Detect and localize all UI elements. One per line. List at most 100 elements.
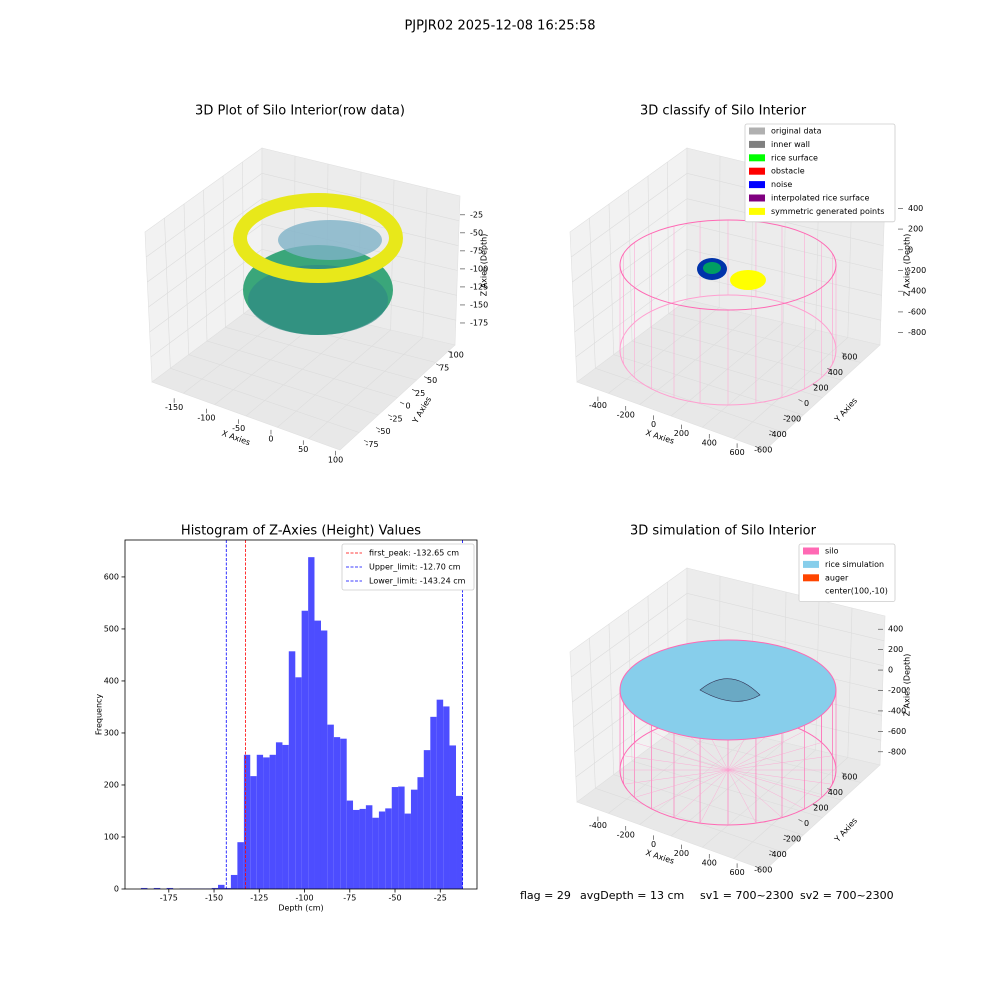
legend-label: auger — [825, 573, 849, 582]
legend-swatch — [803, 547, 819, 555]
z-tick-label: -50 — [470, 228, 483, 237]
x-tick-label: 0 — [651, 840, 656, 849]
y-tick-label: 400 — [104, 676, 119, 685]
histogram-bar — [443, 706, 450, 889]
x-tick-label: 400 — [702, 439, 717, 448]
y-tick-label: 200 — [813, 803, 828, 812]
y-tick-label: 400 — [828, 788, 843, 797]
histogram-bar — [288, 651, 296, 889]
z-tick-label: -800 — [908, 328, 926, 337]
histogram-bar — [153, 887, 161, 889]
histogram-bar — [378, 811, 386, 889]
histogram-bar — [436, 699, 444, 889]
histogram-bar — [340, 738, 347, 889]
histogram-bar — [404, 813, 411, 889]
pane-grid — [733, 607, 853, 859]
tick-mark — [411, 389, 417, 392]
legend-label: original data — [771, 127, 822, 136]
y-tick-label: 25 — [415, 389, 425, 398]
x-tick-label: -200 — [617, 831, 635, 840]
tick-mark — [448, 350, 453, 354]
legend-label: Lower_limit: -143.24 cm — [369, 577, 466, 586]
auger-dip — [699, 678, 761, 702]
tick-mark — [755, 865, 760, 869]
legend-box — [744, 123, 896, 223]
x-tick-label: -175 — [160, 894, 178, 903]
silo-wall — [651, 769, 729, 810]
y-tick-label: 100 — [449, 351, 464, 360]
histogram-bar — [140, 887, 148, 889]
x-tick-label: 400 — [702, 859, 717, 868]
histogram-bar — [308, 557, 315, 889]
axes-3d: 3D classify of Silo Interior-400-2000200… — [569, 104, 926, 457]
silo-wall — [623, 755, 729, 771]
status-text: sv1 = 700~2300 — [700, 889, 794, 902]
histogram-bar — [243, 754, 251, 889]
z-tick-label: -400 — [888, 706, 906, 715]
silo-top — [619, 219, 837, 311]
x-tick-label: -50 — [388, 894, 401, 903]
z-tick-label: 400 — [908, 204, 923, 213]
y-tick-label: 0 — [406, 402, 411, 411]
x-tick-label: 0 — [268, 434, 273, 443]
silo-wall — [727, 769, 783, 818]
histogram-bar — [250, 776, 257, 889]
legend-swatch — [803, 587, 819, 595]
tick-mark — [783, 414, 789, 418]
x-tick-label: -400 — [589, 821, 607, 830]
legend-box — [798, 543, 896, 602]
x-tick-label: -75 — [343, 894, 356, 903]
z-tick-label: 200 — [888, 645, 903, 654]
x-tick-label: -125 — [250, 894, 268, 903]
x-tick-label: -150 — [205, 894, 223, 903]
y-tick-label: -25 — [390, 414, 403, 423]
tick-mark — [424, 376, 429, 379]
histogram-bar — [230, 874, 238, 889]
chart-title: 3D simulation of Silo Interior — [630, 524, 817, 539]
chart-title: Histogram of Z-Axies (Height) Values — [181, 524, 421, 539]
pane-grid — [308, 187, 428, 439]
silo-wall — [699, 769, 729, 824]
z-tick-label: -200 — [908, 266, 926, 275]
axes-frame — [124, 539, 478, 890]
tick-mark — [769, 430, 774, 433]
histogram-bar — [314, 620, 321, 889]
legend-swatch — [803, 560, 819, 568]
tick-mark — [827, 788, 832, 791]
y-tick-label: 200 — [813, 383, 828, 392]
histogram-bar — [166, 887, 174, 889]
point-cloud — [278, 220, 382, 260]
z-axis-label: Z Axies (Depth) — [903, 654, 912, 717]
status-text: sv2 = 700~2300 — [800, 889, 894, 902]
x-tick-label: -200 — [617, 411, 635, 420]
z-axis-label: Z Axies (Depth) — [480, 234, 489, 297]
z-tick-label: 200 — [908, 225, 923, 234]
legend-swatch — [803, 574, 819, 582]
x-tick-label: 50 — [298, 445, 308, 454]
tick-mark — [769, 850, 774, 853]
y-tick-label: 600 — [842, 772, 857, 781]
z-tick-label: -600 — [908, 307, 926, 316]
silo-wall — [727, 769, 833, 785]
z-tick-label: -75 — [470, 246, 483, 255]
histogram-bar — [410, 789, 418, 889]
x-tick-label: 100 — [328, 455, 343, 464]
legend-label: center(100,-10) — [825, 587, 888, 596]
histogram-bar — [211, 887, 219, 889]
legend-label: rice surface — [771, 153, 818, 162]
z-tick-label: -200 — [888, 686, 906, 695]
pane-grid — [733, 187, 853, 439]
z-tick-label: -600 — [888, 727, 906, 736]
z-tick-label: -25 — [470, 210, 483, 219]
x-tick-label: -400 — [589, 401, 607, 410]
x-tick-label: -25 — [434, 894, 447, 903]
histogram-bar — [398, 786, 405, 889]
tick-mark — [798, 399, 803, 402]
z-tick-label: -400 — [908, 287, 926, 296]
chart-title: 3D Plot of Silo Interior(row data) — [195, 104, 405, 119]
x-tick-label: -50 — [232, 424, 245, 433]
tick-mark — [841, 352, 846, 356]
histogram-bar — [430, 716, 437, 889]
z-tick-label: 400 — [888, 625, 903, 634]
